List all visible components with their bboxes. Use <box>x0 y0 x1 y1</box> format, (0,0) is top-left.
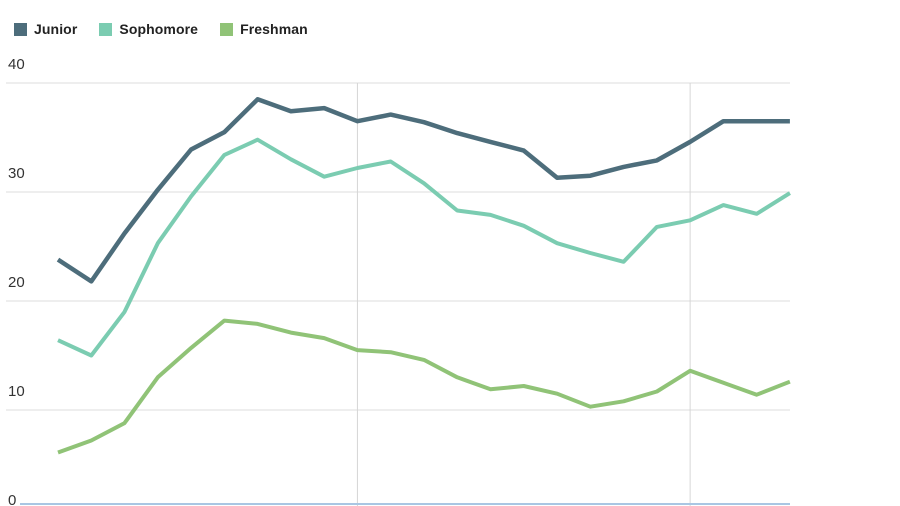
y-axis-tick-label-40: 40 <box>8 56 25 73</box>
y-axis-tick-label-10: 10 <box>8 383 25 400</box>
junior-legend-label: Junior <box>34 21 78 37</box>
sophomore-swatch-icon <box>99 22 113 36</box>
sophomore-legend-label: Sophomore <box>119 21 199 37</box>
sophomore-line <box>57 137 791 358</box>
chart-legend: Junior Sophomore Freshman <box>14 21 308 37</box>
y-axis-tick-label-30: 30 <box>8 165 25 182</box>
legend-item-junior: Junior <box>14 21 77 37</box>
freshman-legend-label: Freshman <box>240 21 308 37</box>
freshman-swatch-icon <box>220 22 234 36</box>
y-axis-tick-label-20: 20 <box>8 274 25 291</box>
legend-item-freshman: Freshman <box>220 21 308 37</box>
freshman-line <box>57 318 791 455</box>
junior-line <box>56 97 790 284</box>
legend-item-sophomore: Sophomore <box>99 21 198 37</box>
junior-swatch-icon <box>14 22 27 36</box>
y-axis-tick-label-0: 0 <box>8 492 17 506</box>
